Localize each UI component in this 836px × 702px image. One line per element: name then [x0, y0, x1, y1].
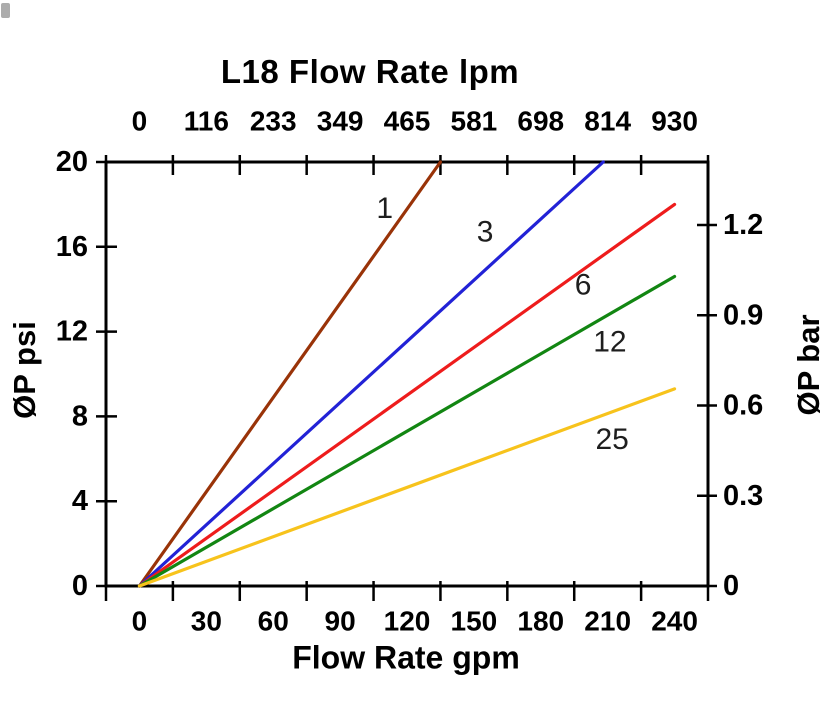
top-tick-label: 814 — [584, 106, 631, 137]
scan-artifact — [1, 3, 10, 18]
series-label-1: 1 — [376, 192, 393, 225]
top-tick-label: 698 — [517, 106, 564, 137]
x-tick-label: 210 — [584, 606, 631, 637]
y-tick-label-left: 20 — [56, 146, 88, 178]
left-axis-title: ØP psi — [7, 321, 42, 419]
x-tick-label: 30 — [191, 606, 222, 637]
series-label-12: 12 — [593, 326, 626, 359]
series-label-25: 25 — [595, 423, 628, 456]
series-line-25 — [137, 387, 677, 588]
bottom-axis-title: Flow Rate gpm — [292, 639, 520, 676]
y-tick-label-right: 0.3 — [723, 480, 763, 512]
series-line-12 — [137, 274, 677, 588]
x-tick-label: 0 — [132, 606, 148, 637]
y-tick-label-left: 4 — [72, 485, 88, 517]
series-label-3: 3 — [477, 215, 494, 248]
y-tick-label-right: 0 — [723, 570, 739, 602]
top-tick-label: 233 — [250, 106, 297, 137]
x-tick-label: 90 — [325, 606, 356, 637]
top-axis-title: L18 Flow Rate lpm — [220, 53, 520, 90]
x-tick-label: 120 — [384, 606, 431, 637]
y-tick-label-left: 12 — [56, 316, 88, 348]
top-tick-label: 930 — [651, 106, 698, 137]
top-tick-label: 116 — [184, 106, 229, 137]
series-line-6 — [137, 202, 677, 588]
top-tick-label: 349 — [317, 106, 364, 137]
y-tick-label-right: 1.2 — [723, 209, 763, 241]
series-line-3 — [137, 160, 605, 588]
right-axis-title: ØP bar — [791, 314, 826, 416]
top-tick-label: 0 — [132, 106, 148, 137]
x-tick-label: 150 — [451, 606, 498, 637]
y-tick-label-left: 0 — [72, 570, 88, 602]
x-tick-label: 180 — [517, 606, 564, 637]
top-tick-label: 581 — [451, 106, 498, 137]
series-line-1 — [137, 160, 443, 588]
y-tick-label-right: 0.6 — [723, 390, 763, 422]
y-tick-label-left: 8 — [72, 400, 88, 432]
plot-border — [104, 160, 710, 588]
x-tick-label: 240 — [651, 606, 698, 637]
y-tick-label-right: 0.9 — [723, 299, 763, 331]
x-tick-label: 60 — [258, 606, 289, 637]
top-tick-label: 465 — [384, 106, 431, 137]
y-tick-label-left: 16 — [56, 231, 88, 263]
series-label-6: 6 — [575, 268, 592, 301]
